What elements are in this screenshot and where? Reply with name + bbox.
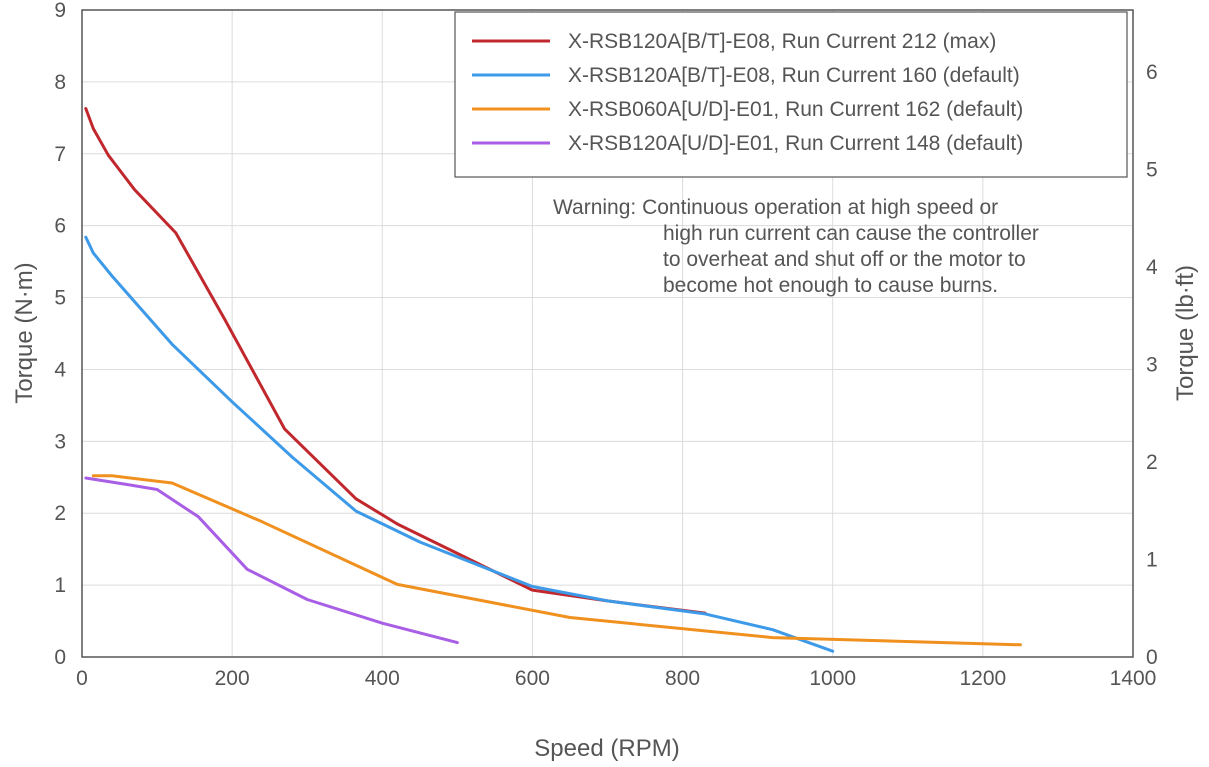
x-tick-label: 1200 bbox=[959, 667, 1006, 690]
legend-box bbox=[454, 11, 1128, 178]
x-tick-label: 1000 bbox=[809, 667, 856, 690]
series-line-1 bbox=[84, 235, 835, 653]
tick-labels: 0 200 400 600 800 1000 1200 1400012345678901234… bbox=[54, 0, 1158, 690]
y2-tick-label: 0 bbox=[1146, 646, 1158, 669]
x-tick-label: 0 bbox=[76, 667, 88, 690]
y-tick-label: 4 bbox=[54, 358, 66, 381]
warning-note: Warning: Continuous operation at high sp… bbox=[553, 196, 1039, 297]
y-tick-label: 8 bbox=[54, 71, 66, 94]
warning-line-3: to overheat and shut off or the motor to bbox=[663, 248, 1026, 271]
y2-tick-label: 4 bbox=[1146, 256, 1158, 279]
x-tick-label: 200 bbox=[215, 667, 250, 690]
warning-line-1: Warning: Continuous operation at high sp… bbox=[553, 196, 998, 219]
x-tick-label: 1400 bbox=[1110, 667, 1157, 690]
legend-label-2: X-RSB060A[U/D]-E01, Run Current 162 (def… bbox=[568, 98, 1023, 121]
y2-axis-title: Torque (lb·ft) bbox=[1172, 265, 1199, 401]
series-lines bbox=[84, 107, 1022, 653]
y-tick-label: 2 bbox=[54, 502, 66, 525]
y2-tick-label: 1 bbox=[1146, 549, 1158, 572]
series-line-2 bbox=[91, 474, 1022, 647]
y-tick-label: 6 bbox=[54, 215, 66, 238]
y-tick-label: 0 bbox=[54, 646, 66, 669]
warning-line-4: become hot enough to cause burns. bbox=[663, 274, 998, 297]
y-axis-title: Torque (N·m) bbox=[11, 262, 38, 403]
x-axis-title: Speed (RPM) bbox=[534, 735, 679, 762]
legend-label-3: X-RSB120A[U/D]-E01, Run Current 148 (def… bbox=[568, 132, 1023, 155]
y2-tick-label: 6 bbox=[1146, 61, 1158, 84]
y-tick-label: 1 bbox=[54, 574, 66, 597]
y-tick-label: 9 bbox=[54, 0, 66, 22]
legend-label-1: X-RSB120A[B/T]-E08, Run Current 160 (def… bbox=[568, 64, 1020, 87]
y2-tick-label: 3 bbox=[1146, 354, 1158, 377]
y2-tick-label: 5 bbox=[1146, 159, 1158, 182]
legend: X-RSB120A[B/T]-E08, Run Current 212 (max… bbox=[454, 11, 1128, 178]
series-line-3 bbox=[84, 476, 459, 645]
y-tick-label: 7 bbox=[54, 143, 66, 166]
plot-frame bbox=[81, 9, 1134, 658]
y2-tick-label: 2 bbox=[1146, 451, 1158, 474]
series-line-0 bbox=[84, 107, 707, 615]
y-tick-label: 3 bbox=[54, 430, 66, 453]
x-tick-label: 400 bbox=[365, 667, 400, 690]
y-tick-label: 5 bbox=[54, 287, 66, 310]
x-tick-label: 600 bbox=[515, 667, 550, 690]
legend-label-0: X-RSB120A[B/T]-E08, Run Current 212 (max… bbox=[568, 30, 996, 53]
x-tick-label: 800 bbox=[665, 667, 700, 690]
warning-line-2: high run current can cause the controlle… bbox=[663, 222, 1039, 245]
